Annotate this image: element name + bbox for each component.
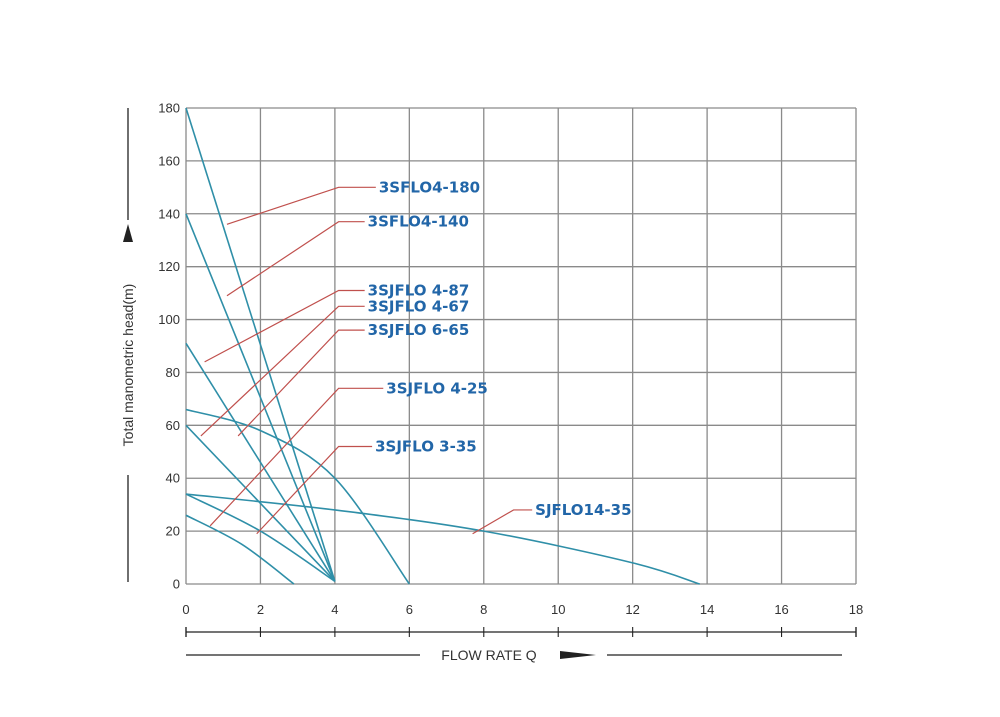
series-curve	[185, 514, 295, 585]
y-tick-label: 160	[158, 153, 180, 168]
x-tick-label: 14	[700, 602, 714, 617]
x-tick-label: 12	[625, 602, 639, 617]
series-label: 3SJFLO 3-35	[375, 437, 477, 455]
y-tick-label: 0	[173, 577, 180, 592]
x-tick-label: 8	[480, 602, 487, 617]
y-tick-label: 120	[158, 259, 180, 274]
series-curve	[185, 493, 336, 583]
series-curve	[185, 424, 336, 582]
y-axis-title-group: Total manometric head(m)	[120, 108, 136, 582]
label-leader-line	[472, 509, 533, 535]
x-tick-label: 0	[182, 602, 189, 617]
series-curve	[185, 213, 336, 582]
series-label: 3SJFLO 4-67	[368, 297, 470, 315]
series-curve	[185, 493, 700, 585]
label-leader-line	[226, 221, 365, 297]
label-leader-line	[237, 329, 365, 437]
label-leader-line	[256, 445, 373, 535]
series-curve	[185, 408, 410, 585]
label-leader-line	[209, 387, 384, 527]
x-axis-arrow-icon	[560, 651, 596, 659]
series-curve	[185, 342, 336, 582]
label-leader-line	[204, 289, 365, 363]
y-axis-title: Total manometric head(m)	[120, 284, 136, 447]
performance-curves	[185, 107, 700, 585]
x-tick-label: 4	[331, 602, 338, 617]
x-tick-label: 6	[406, 602, 413, 617]
y-tick-label: 180	[158, 101, 180, 116]
series-label: 3SFLO4-180	[379, 178, 480, 196]
x-axis-title: FLOW RATE Q	[441, 647, 537, 663]
series-label: 3SJFLO 4-87	[368, 281, 470, 299]
grid	[185, 107, 857, 585]
x-tick-label: 2	[257, 602, 264, 617]
series-label: SJFLO14-35	[535, 501, 631, 519]
series-label: 3SJFLO 6-65	[368, 321, 470, 339]
x-tick-label: 10	[551, 602, 565, 617]
y-tick-label: 140	[158, 206, 180, 221]
x-axis-title-group: FLOW RATE Q	[186, 647, 842, 663]
x-tick-label: 18	[849, 602, 863, 617]
series-label: 3SFLO4-140	[368, 213, 469, 231]
x-axis-ruler	[185, 627, 857, 637]
y-tick-label: 40	[166, 471, 180, 486]
label-leader-line	[226, 186, 376, 225]
series-label: 3SJFLO 4-25	[386, 379, 488, 397]
y-tick-label: 100	[158, 312, 180, 327]
y-tick-label: 20	[166, 524, 180, 539]
y-tick-label: 60	[166, 418, 180, 433]
y-axis-arrow-icon	[123, 224, 133, 242]
label-leader-line	[200, 305, 365, 437]
y-tick-label: 80	[166, 365, 180, 380]
series-curve	[185, 107, 336, 582]
x-tick-label: 16	[774, 602, 788, 617]
